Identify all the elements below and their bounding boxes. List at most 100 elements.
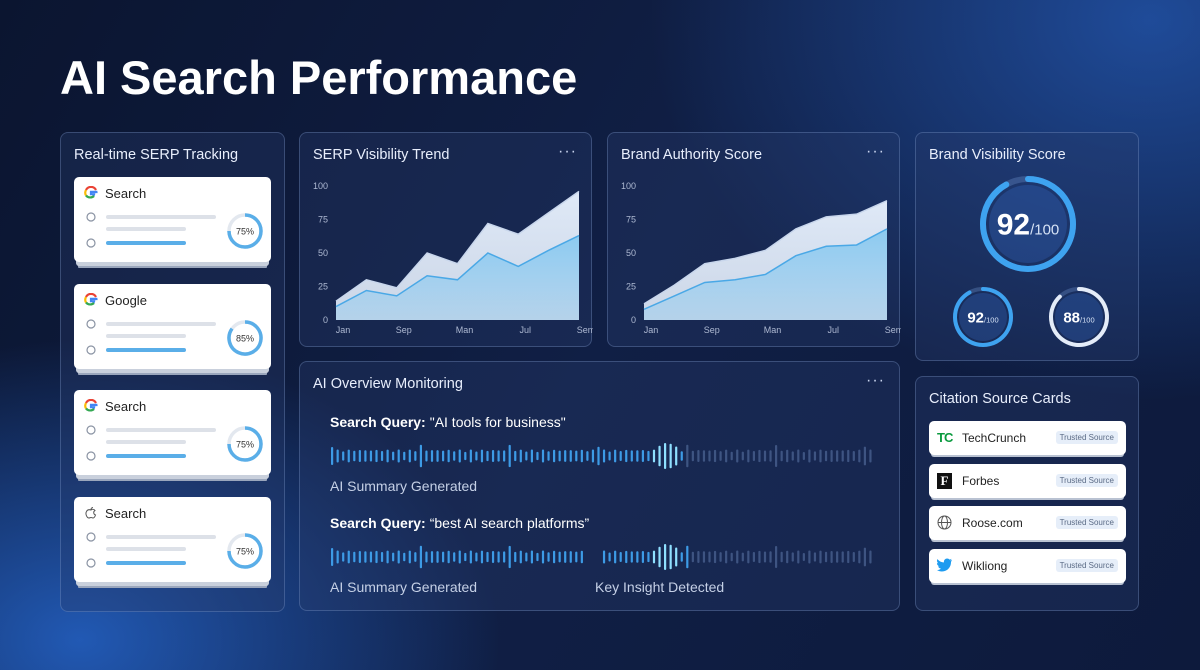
area-chart: 0 25 50 75 100 Jan Sep Man Jul Sem: [621, 181, 901, 335]
source-name: TechCrunch: [962, 431, 1027, 445]
menu[interactable]: ···: [866, 372, 885, 389]
x-tick-label: Sep: [704, 325, 720, 335]
query-text: "AI tools for business": [429, 414, 566, 430]
wave-bar: [519, 550, 522, 564]
status-label: AI Summary Generated: [330, 579, 478, 595]
wave-bar: [597, 446, 600, 466]
wave-bar: [475, 552, 478, 562]
wave-bar: [625, 550, 628, 564]
wave-bar: [586, 451, 589, 461]
wave-bar: [763, 450, 767, 462]
wave-bar: [836, 551, 839, 563]
wave-bar: [819, 449, 822, 463]
wave-bar: [614, 449, 617, 463]
wave-bar: [380, 451, 384, 461]
wave-bar: [830, 449, 833, 463]
wave-bar: [503, 551, 506, 563]
card-graphic: 75%: [86, 212, 263, 249]
row-icon: [86, 344, 96, 355]
wave-bar: [347, 449, 350, 463]
engine-icon: [84, 506, 98, 525]
wave-bar: [780, 551, 783, 563]
y-tick-label: 0: [323, 315, 328, 325]
wave-bar: [342, 451, 345, 461]
wave-bar: [514, 551, 517, 563]
source-badge: Trusted Source: [1055, 473, 1118, 487]
wave-bar: [869, 449, 872, 463]
progress-label: 85%: [236, 333, 254, 343]
placeholder-bar: [106, 560, 186, 565]
ring-glow: [1055, 293, 1103, 341]
wave-bar: [419, 444, 422, 468]
menu[interactable]: ···: [866, 143, 885, 160]
wave-bar: [763, 551, 767, 563]
wave-bar: [780, 450, 783, 462]
source-badge: Trusted Source: [1055, 558, 1118, 572]
wave-bar: [769, 551, 772, 563]
row-icon: [86, 318, 96, 329]
card-graphic: 75%: [86, 531, 263, 569]
source-icon: [937, 515, 952, 534]
wave-bar: [847, 550, 850, 564]
wave-bar: [697, 551, 700, 563]
wave-bar: [403, 451, 406, 461]
wave-bar: [852, 551, 855, 563]
wave-bar: [708, 450, 711, 462]
score-label: 92/100: [967, 309, 998, 326]
x-tick-label: Jul: [519, 325, 531, 335]
wave-bar: [813, 552, 817, 562]
wave-bar: [497, 551, 500, 563]
placeholder-bar: [106, 454, 186, 458]
x-tick-label: Sem: [885, 325, 901, 335]
source-card: Roose.com Trusted Source: [929, 506, 1126, 540]
serp-panel: Real-time SERP Tracking Search 75% Google 85…: [60, 132, 285, 612]
wave-bar: [719, 552, 722, 562]
source-name: Wikliong: [962, 558, 1008, 573]
wave-bar: [369, 450, 373, 462]
visibility-panel: Brand Visibility Score 92/100 92/100 88/100: [915, 132, 1139, 361]
source-icon: TC: [937, 430, 953, 445]
wave-bar: [736, 449, 739, 463]
wave-bar: [336, 550, 339, 564]
score-scale: /100: [984, 315, 999, 324]
wave-bar: [442, 551, 445, 563]
wave-bar: [425, 551, 428, 563]
wave-bar: [752, 552, 755, 562]
wave-bar: [569, 450, 572, 462]
wave-bar: [786, 449, 789, 463]
wave-bar: [669, 443, 672, 469]
wave-bar: [547, 451, 550, 461]
score-value: 88: [1063, 309, 1080, 326]
line: [643, 200, 888, 305]
wave-bar: [397, 449, 400, 463]
wave-bar: [858, 550, 861, 564]
y-tick-label: 100: [621, 181, 636, 191]
menu[interactable]: ···: [558, 143, 577, 160]
wave-bar: [858, 449, 861, 463]
wave-bar: [747, 449, 750, 463]
wave-bar: [675, 547, 678, 567]
wave-bar: [380, 552, 384, 562]
wave-bar: [841, 551, 844, 563]
wave-bar: [553, 550, 556, 564]
placeholder-bar: [106, 321, 216, 326]
wave-bar: [786, 550, 789, 564]
progress-ring: [227, 426, 263, 462]
panel-title: Brand Visibility Score: [929, 147, 1066, 163]
source-name: Forbes: [962, 473, 1000, 488]
wave-bar: [602, 449, 606, 463]
wave-bar: [430, 450, 434, 462]
wave-bar: [436, 450, 439, 462]
wave-bar: [713, 550, 717, 564]
query-text: “best AI search platforms”: [429, 515, 590, 531]
area: [336, 235, 579, 320]
wave-bar: [458, 550, 461, 564]
score-value: 92: [967, 309, 984, 326]
placeholder-bar: [106, 534, 216, 539]
citation-panel: Citation Source Cards TC TechCrunch Trusted…: [915, 376, 1139, 611]
placeholder-bar: [106, 428, 216, 432]
source-card: TC TechCrunch Trusted Source: [929, 421, 1126, 455]
wave-bar: [480, 550, 484, 564]
wave-bar: [453, 451, 456, 461]
